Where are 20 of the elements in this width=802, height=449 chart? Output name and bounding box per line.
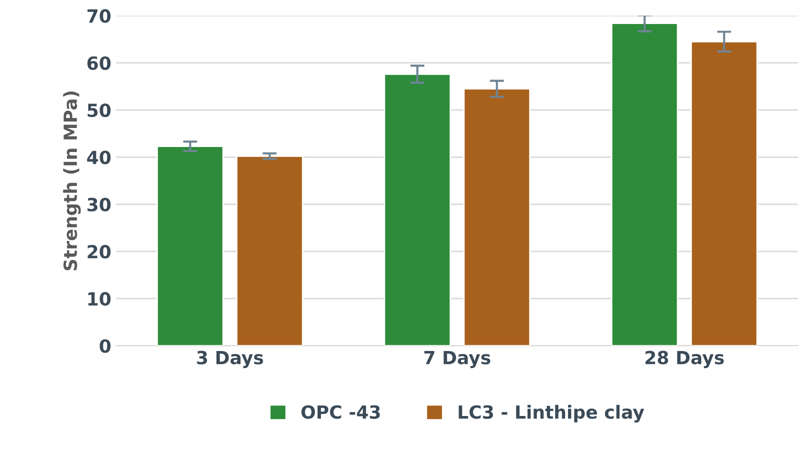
legend-label: OPC -43 [301, 405, 380, 419]
x-tick-label: 28 Days [646, 350, 724, 368]
y-tick-label: 60 [87, 56, 111, 70]
y-tick-label: 40 [87, 150, 111, 164]
y-tick-label: 30 [88, 198, 111, 212]
bar [690, 40, 758, 346]
y-tick-label: 70 [88, 9, 111, 23]
y-tick-label: 20 [88, 244, 111, 259]
y-axis-title: Strength (In MPa) [63, 91, 81, 270]
x-tick-label: 7 Days [424, 351, 490, 368]
bar [610, 22, 678, 346]
bar [156, 146, 224, 346]
legend-label: LC3 - Linthipe clay [458, 404, 644, 422]
y-tick-label: 0 [100, 339, 111, 353]
x-tick-label: 3 Days [197, 350, 264, 368]
bar [463, 88, 531, 346]
bar [236, 156, 304, 346]
y-tick-label: 50 [88, 103, 111, 118]
y-tick-label: 10 [88, 292, 111, 306]
bar [384, 73, 452, 346]
